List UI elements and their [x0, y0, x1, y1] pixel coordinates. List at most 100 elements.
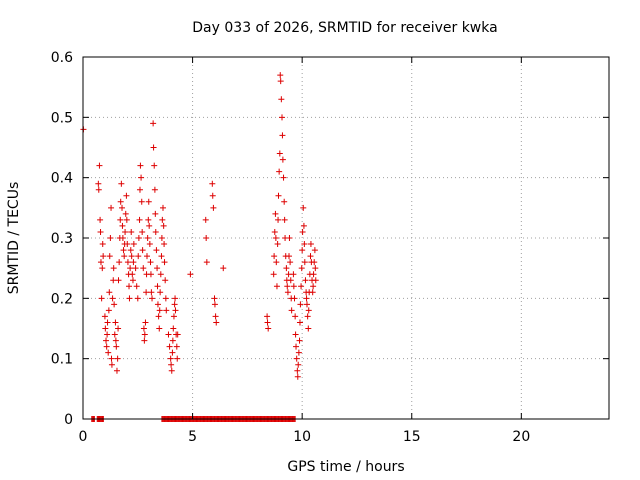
data-point [264, 313, 271, 320]
x-tick-label: 20 [512, 429, 530, 445]
data-point [151, 162, 158, 169]
data-point [118, 180, 125, 187]
data-point [143, 253, 150, 260]
data-point [296, 337, 303, 344]
data-point [135, 253, 142, 260]
data-point [114, 355, 121, 362]
data-point [294, 367, 301, 374]
x-axis-title: GPS time / hours [287, 459, 404, 475]
data-point [140, 265, 147, 272]
data-point [140, 325, 147, 332]
data-point [126, 283, 133, 290]
data-point [209, 192, 216, 199]
data-point [187, 271, 194, 278]
data-point [113, 343, 120, 350]
data-point [107, 235, 114, 241]
data-point [296, 319, 303, 326]
data-point [309, 289, 316, 296]
y-tick-label: 0.4 [51, 171, 73, 187]
data-point [307, 253, 314, 260]
data-point [158, 253, 165, 260]
data-point [166, 343, 173, 350]
data-point [146, 241, 153, 248]
data-point [97, 216, 104, 223]
data-point [298, 283, 305, 290]
data-point [123, 216, 130, 223]
data-point [170, 325, 177, 332]
data-point [147, 259, 154, 266]
x-axis: 0 5 10 15 20 [79, 57, 530, 445]
data-point [132, 265, 139, 272]
data-point [310, 271, 317, 278]
data-point [158, 235, 165, 241]
data-point [97, 259, 104, 266]
data-point [151, 186, 158, 193]
data-point [104, 319, 111, 326]
y-tick-label: 0.6 [51, 50, 73, 66]
data-point [128, 228, 135, 235]
data-point [292, 331, 299, 338]
data-point [101, 313, 108, 320]
data-point [128, 253, 135, 260]
data-point [122, 210, 129, 217]
data-point [146, 222, 153, 229]
data-point [148, 289, 155, 296]
data-point [275, 216, 282, 223]
data-point [311, 259, 318, 266]
data-point [97, 228, 104, 235]
data-point [275, 192, 282, 199]
data-point [152, 210, 159, 217]
data-point [134, 295, 141, 302]
data-point [105, 307, 112, 314]
y-tick-label: 0 [64, 412, 73, 428]
data-point [145, 198, 152, 205]
data-point [137, 162, 144, 169]
data-point [161, 241, 168, 248]
data-point [271, 228, 278, 235]
data-point [293, 355, 300, 362]
data-point [127, 247, 134, 254]
data-point [270, 271, 277, 278]
data-point [298, 265, 305, 272]
data-point [108, 204, 115, 211]
data-point [139, 247, 146, 254]
data-point [139, 228, 146, 235]
data-point [109, 295, 116, 302]
x-tick-label: 0 [79, 429, 88, 445]
data-point [99, 265, 106, 272]
grid-lines [83, 57, 609, 419]
data-point [154, 265, 161, 272]
data-point [299, 247, 306, 254]
data-point [220, 265, 227, 272]
data-point [276, 150, 283, 157]
data-point [138, 174, 145, 181]
data-point [119, 204, 126, 211]
data-point [290, 271, 297, 278]
data-point [300, 222, 307, 229]
data-point [203, 235, 210, 241]
data-point [303, 301, 310, 308]
data-point [105, 349, 112, 356]
data-point [102, 325, 109, 332]
y-tick-label: 0.5 [51, 110, 73, 126]
data-point [278, 96, 285, 103]
data-point [145, 216, 152, 223]
data-point [169, 337, 176, 344]
data-point [111, 301, 118, 308]
data-point [106, 253, 113, 260]
data-point [310, 283, 317, 290]
data-point [156, 307, 163, 314]
data-point [156, 325, 163, 332]
data-point [103, 337, 110, 344]
data-point [138, 198, 145, 205]
data-point [135, 235, 142, 241]
data-point [211, 301, 218, 308]
data-point [129, 271, 136, 278]
x-tick-label: 15 [403, 429, 421, 445]
data-points [80, 72, 319, 422]
data-point [121, 253, 128, 260]
data-point [98, 295, 105, 302]
data-point [264, 319, 271, 326]
data-point [302, 277, 309, 284]
data-point [279, 132, 286, 139]
